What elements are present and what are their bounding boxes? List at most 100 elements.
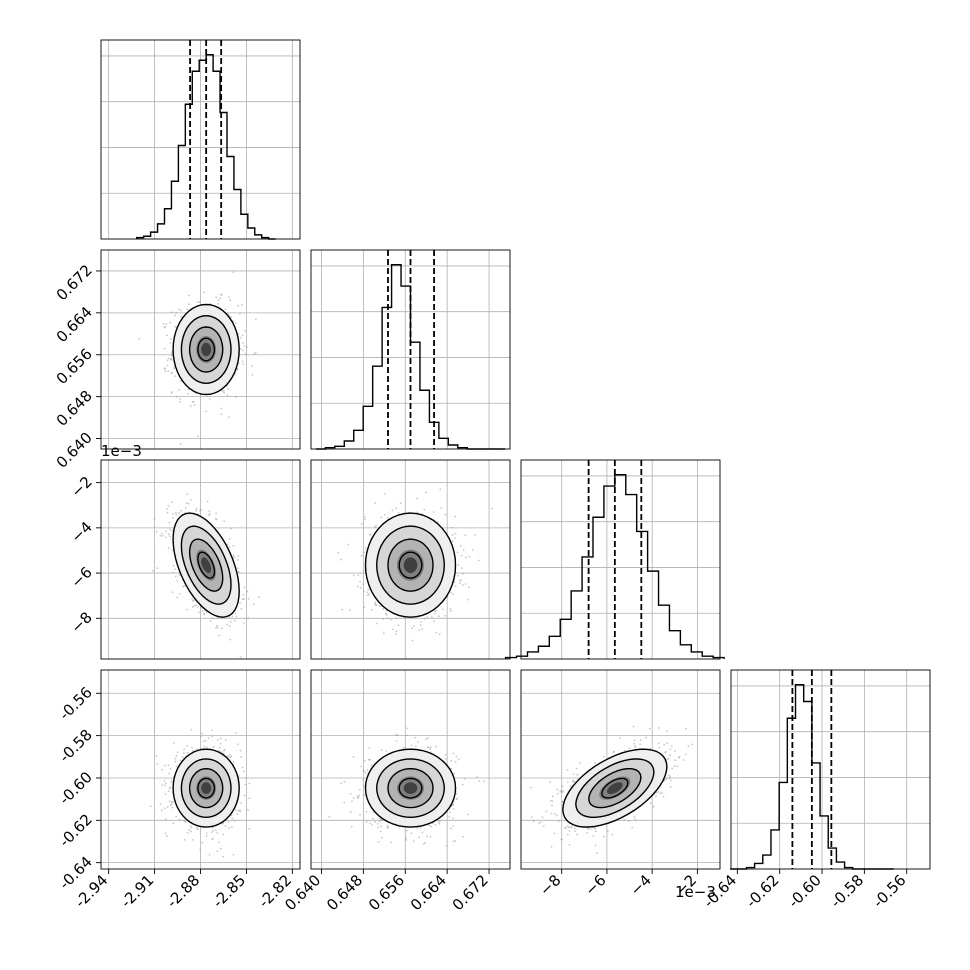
sample-point xyxy=(416,827,419,830)
sample-point xyxy=(674,750,676,753)
sample-point xyxy=(156,763,159,765)
sample-point xyxy=(229,620,232,623)
sample-point xyxy=(172,564,175,567)
sample-point xyxy=(239,656,242,658)
sample-point xyxy=(363,518,366,521)
sample-point xyxy=(189,498,192,501)
sample-point xyxy=(559,791,562,793)
sample-point xyxy=(397,512,400,514)
sample-point xyxy=(378,605,381,608)
sample-point xyxy=(174,575,177,578)
sample-point xyxy=(666,742,669,745)
sample-point xyxy=(658,746,661,749)
sample-point xyxy=(170,372,173,375)
sample-point xyxy=(205,410,208,413)
sample-point xyxy=(244,353,247,355)
sample-point xyxy=(453,581,456,584)
scatter-panel-1-2 xyxy=(310,459,511,660)
sample-point xyxy=(674,759,677,761)
contour-line xyxy=(364,512,457,618)
sample-point xyxy=(372,817,374,820)
sample-point xyxy=(240,802,243,804)
sample-point xyxy=(459,544,462,547)
sample-point xyxy=(363,759,366,762)
sample-point xyxy=(244,329,246,332)
panel-content xyxy=(311,460,510,659)
sample-point xyxy=(180,509,183,512)
sample-point xyxy=(376,822,379,825)
sample-point xyxy=(220,413,223,416)
sample-point xyxy=(668,774,671,777)
sample-point xyxy=(221,822,224,825)
sample-point xyxy=(454,760,457,763)
sample-point xyxy=(406,727,409,730)
sample-point xyxy=(242,349,244,352)
sample-point xyxy=(542,824,545,827)
sample-point xyxy=(450,591,453,594)
sample-point xyxy=(170,781,173,784)
histogram-line xyxy=(315,264,506,450)
sample-point xyxy=(228,754,231,756)
sample-point xyxy=(174,568,177,571)
sample-point xyxy=(343,780,346,783)
sample-point xyxy=(452,840,455,843)
sample-point xyxy=(155,530,158,533)
panel-frame xyxy=(520,669,721,870)
sample-point xyxy=(457,758,460,760)
sample-point xyxy=(573,780,576,783)
sample-point xyxy=(666,758,669,761)
sample-point xyxy=(228,537,231,540)
sample-point xyxy=(550,845,553,848)
sample-point xyxy=(458,582,461,585)
sample-point xyxy=(219,847,222,850)
sample-point xyxy=(456,797,459,800)
sample-point xyxy=(175,815,178,818)
sample-point xyxy=(363,551,366,554)
sample-point xyxy=(593,762,596,765)
sample-point xyxy=(549,799,552,802)
sample-point xyxy=(374,603,377,606)
sample-point xyxy=(214,829,217,832)
sample-point xyxy=(461,584,464,586)
sample-point xyxy=(560,838,563,840)
sample-point xyxy=(374,820,377,823)
sample-point xyxy=(168,800,171,803)
sample-point xyxy=(377,826,380,829)
sample-point xyxy=(349,792,352,795)
sample-point xyxy=(209,513,211,515)
sample-point xyxy=(211,617,214,620)
sample-point xyxy=(434,609,437,611)
sample-point xyxy=(358,788,361,791)
sample-point xyxy=(190,830,192,833)
sample-point xyxy=(173,367,175,370)
sample-point xyxy=(254,318,257,321)
sample-point xyxy=(185,608,188,611)
sample-point xyxy=(371,824,373,826)
sample-point xyxy=(220,751,223,753)
sample-point xyxy=(184,839,186,841)
sample-point xyxy=(360,522,363,525)
sample-point xyxy=(167,772,170,775)
sample-point xyxy=(211,735,214,738)
contour-line xyxy=(387,767,434,809)
sample-point xyxy=(395,617,398,620)
contour-line xyxy=(172,303,240,396)
sample-point xyxy=(386,517,389,519)
y-tick-label: 0.648 xyxy=(53,387,96,430)
sample-point xyxy=(230,316,232,319)
sample-point xyxy=(405,837,408,839)
sample-point xyxy=(589,828,592,831)
sample-point xyxy=(667,757,670,760)
sample-point xyxy=(247,597,250,600)
sample-point xyxy=(191,746,193,749)
sample-point xyxy=(360,555,363,557)
sample-point xyxy=(618,737,621,740)
sample-point xyxy=(205,835,208,837)
sample-point xyxy=(196,605,199,608)
sample-point xyxy=(624,749,626,752)
sample-point xyxy=(634,746,637,749)
sample-point xyxy=(251,374,254,376)
sample-point xyxy=(645,736,648,739)
sample-point xyxy=(460,579,462,581)
sample-point xyxy=(455,755,458,758)
